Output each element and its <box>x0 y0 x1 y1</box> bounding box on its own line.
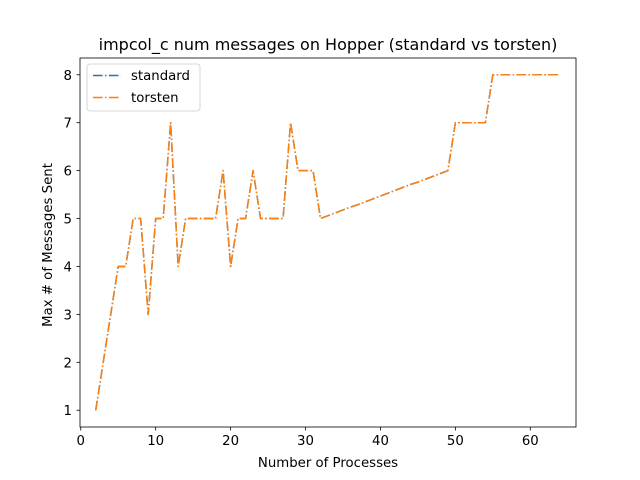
y-tick-label: 8 <box>64 69 72 84</box>
y-tick-label: 5 <box>64 213 72 228</box>
plot-frame <box>79 57 577 428</box>
y-tick-label: 6 <box>64 165 72 180</box>
series-line-torsten <box>94 74 561 411</box>
y-tick-label: 3 <box>64 308 72 323</box>
y-tick-label: 4 <box>64 260 72 275</box>
plot-background <box>80 58 576 427</box>
y-axis: 1 2 3 4 5 6 7 8 <box>64 69 80 419</box>
x-tick-label: 0 <box>77 434 85 449</box>
chart-title: impcol_c num messages on Hopper (standar… <box>99 35 558 55</box>
legend-label-standard: standard <box>131 69 190 84</box>
plot-area <box>79 57 577 428</box>
x-tick-label: 10 <box>147 434 164 449</box>
y-axis-label: Max # of Messages Sent <box>41 163 56 327</box>
y-tick-label: 2 <box>64 356 72 371</box>
x-tick-label: 30 <box>297 434 314 449</box>
x-tick-label: 20 <box>222 434 239 449</box>
series-layer <box>94 74 561 411</box>
legend-label-torsten: torsten <box>131 91 179 106</box>
legend-entry-torsten: torsten <box>93 91 179 106</box>
y-tick-label: 7 <box>64 117 72 132</box>
x-tick-label: 50 <box>447 434 464 449</box>
legend-entry-standard: standard <box>93 69 190 84</box>
x-axis: 0 10 20 30 40 50 60 <box>77 427 539 449</box>
legend: standard torsten <box>86 63 201 112</box>
x-tick-label: 40 <box>372 434 389 449</box>
x-axis-label: Number of Processes <box>258 456 398 471</box>
x-tick-label: 60 <box>522 434 539 449</box>
y-tick-label: 1 <box>64 404 72 419</box>
